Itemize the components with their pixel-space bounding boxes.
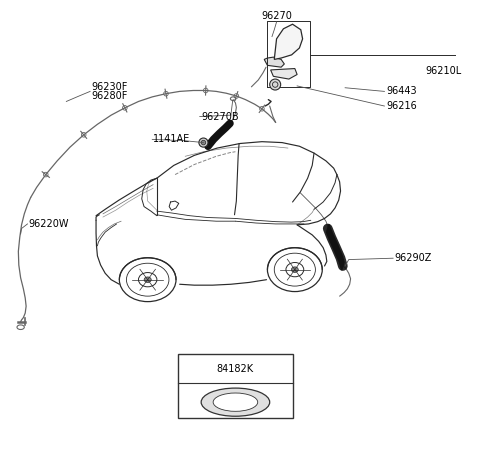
Text: 96216: 96216 <box>386 101 417 111</box>
Text: 96230F: 96230F <box>92 82 128 92</box>
Text: 96270: 96270 <box>261 11 292 21</box>
Ellipse shape <box>213 393 258 411</box>
Text: 96280F: 96280F <box>92 91 128 101</box>
Text: 96210L: 96210L <box>425 66 462 76</box>
Text: 96443: 96443 <box>386 86 417 96</box>
Bar <box>178 354 292 418</box>
Polygon shape <box>271 69 297 79</box>
Ellipse shape <box>144 277 151 282</box>
Circle shape <box>201 140 206 145</box>
Polygon shape <box>274 24 302 59</box>
Ellipse shape <box>201 388 270 416</box>
Text: 84182K: 84182K <box>217 364 254 373</box>
Text: 96270B: 96270B <box>201 112 239 122</box>
Ellipse shape <box>291 267 298 272</box>
Polygon shape <box>264 57 284 67</box>
Text: 1141AE: 1141AE <box>153 134 191 144</box>
Circle shape <box>270 79 281 90</box>
Text: 96290Z: 96290Z <box>395 253 432 263</box>
Circle shape <box>199 138 208 147</box>
Text: 96220W: 96220W <box>29 219 70 229</box>
